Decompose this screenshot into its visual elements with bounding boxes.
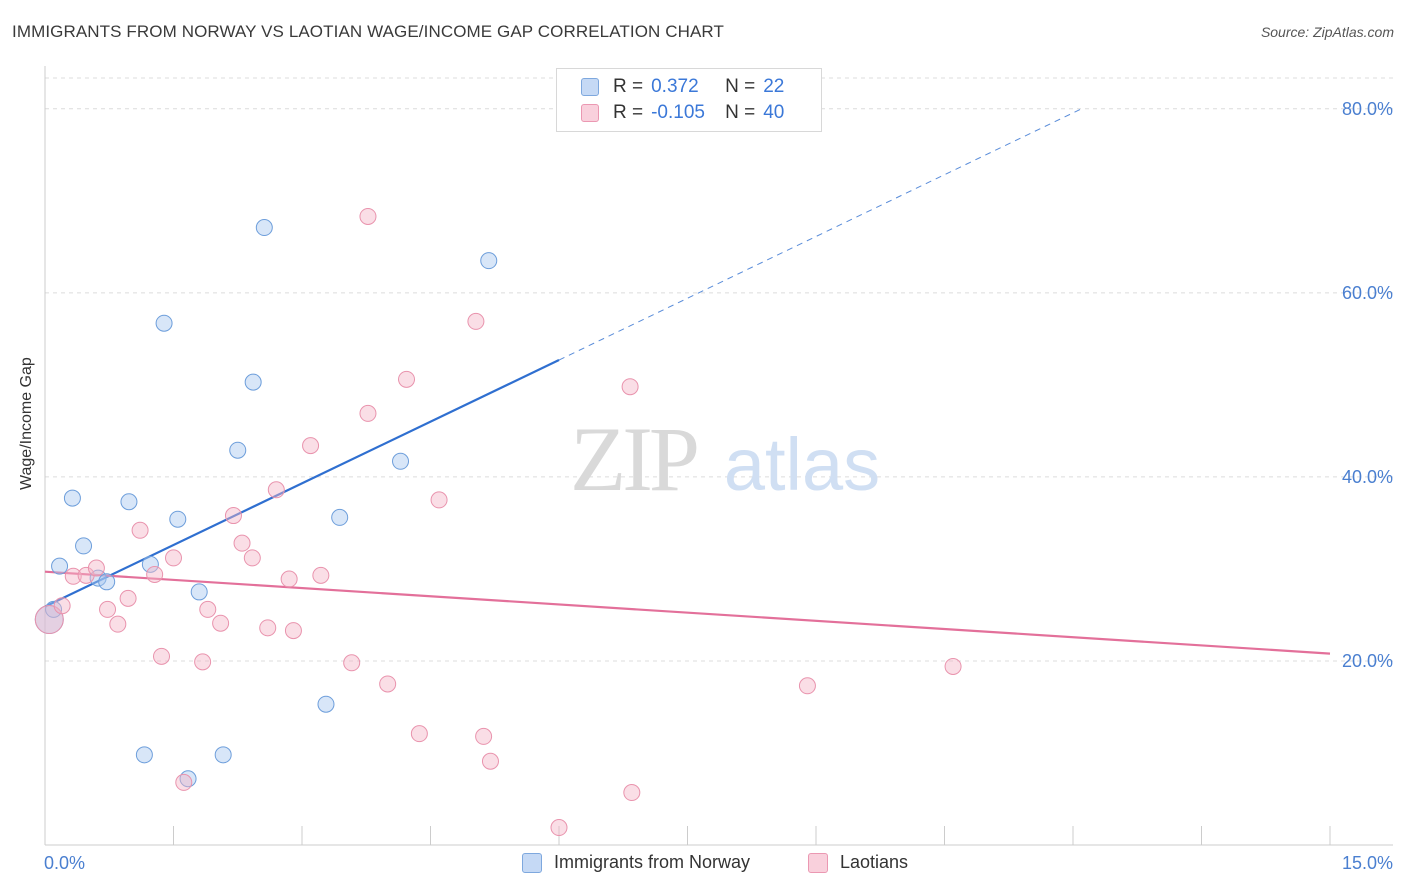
point-laotians	[467, 312, 485, 330]
trend-line-norway	[44, 359, 560, 608]
x-tick-label: 15.0%	[1342, 853, 1393, 873]
point-norway	[214, 746, 232, 764]
y-tick-label: 40.0%	[1342, 467, 1393, 487]
legend-n-label: N =	[725, 76, 756, 97]
legend-item-laotians: Laotians	[808, 852, 908, 873]
trend-line-norway-extension	[558, 108, 1082, 361]
watermark-zip: ZIP	[570, 408, 697, 510]
point-norway	[51, 557, 69, 575]
legend-r-value: 0.372	[651, 76, 699, 97]
legend-label-laotians: Laotians	[840, 852, 909, 872]
axes	[44, 66, 1393, 846]
y-tick-label: 20.0%	[1342, 651, 1393, 671]
point-norway	[155, 314, 173, 332]
point-norway	[75, 537, 93, 555]
point-norway	[63, 489, 81, 507]
point-laotians	[146, 565, 164, 583]
point-laotians	[410, 725, 428, 743]
point-laotians	[343, 654, 361, 672]
point-laotians	[623, 784, 641, 802]
point-norway	[169, 510, 187, 528]
point-laotians	[212, 614, 230, 632]
point-laotians	[284, 622, 302, 640]
legend-r-value: -0.105	[651, 102, 705, 123]
point-norway	[229, 441, 247, 459]
point-laotians	[259, 619, 277, 637]
point-laotians	[53, 597, 71, 615]
point-norway	[190, 583, 208, 601]
point-laotians	[199, 600, 217, 618]
point-laotians	[430, 491, 448, 509]
legend-row-norway: R = 0.372 N = 22	[581, 75, 784, 99]
x-tick-label: 0.0%	[44, 853, 85, 873]
point-laotians	[243, 549, 261, 567]
data-points	[34, 207, 962, 837]
legend-item-norway: Immigrants from Norway	[522, 852, 750, 873]
point-laotians	[944, 657, 962, 675]
point-laotians	[798, 677, 816, 695]
point-laotians	[280, 570, 298, 588]
point-laotians	[312, 566, 330, 584]
point-laotians	[64, 567, 82, 585]
point-norway	[392, 452, 410, 470]
point-laotians	[165, 549, 182, 567]
trend-lines	[44, 108, 1331, 655]
watermark-atlas: atlas	[724, 423, 880, 506]
point-norway	[135, 746, 153, 764]
watermark: ZIP atlas	[570, 408, 880, 510]
point-laotians	[119, 589, 137, 607]
legend-n-value: 40	[763, 102, 785, 123]
point-laotians	[109, 615, 127, 633]
point-laotians	[99, 600, 117, 618]
point-laotians	[233, 534, 251, 552]
point-laotians	[475, 727, 493, 745]
legend-r-label: R =	[613, 102, 644, 123]
point-norway	[120, 493, 138, 511]
point-laotians	[267, 481, 285, 499]
trend-line-laotians	[44, 570, 1331, 655]
legend-swatch-laotians	[581, 104, 599, 122]
point-norway	[141, 555, 159, 573]
point-laotians	[194, 653, 212, 671]
series-legend: Immigrants from Norway Laotians	[0, 852, 1406, 876]
point-laotians	[550, 819, 568, 837]
chart-title: IMMIGRANTS FROM NORWAY VS LAOTIAN WAGE/I…	[12, 22, 724, 41]
tick-labels: 20.0% 40.0% 60.0% 80.0% 0.0% 15.0%	[44, 99, 1393, 873]
point-laotians	[153, 647, 171, 665]
correlation-legend: R = 0.372 N = 22 R = -0.105 N = 40	[556, 68, 822, 132]
point-laotians	[379, 675, 397, 693]
legend-swatch-norway	[581, 78, 599, 96]
y-axis-label: Wage/Income Gap	[18, 357, 35, 490]
point-norway	[317, 695, 335, 713]
point-norway	[255, 219, 273, 237]
point-laotians	[224, 507, 242, 525]
legend-swatch-laotians	[808, 852, 828, 873]
legend-swatch-norway	[522, 852, 542, 873]
point-laotians	[481, 752, 499, 770]
grid	[45, 77, 1393, 662]
point-laotians	[34, 605, 64, 635]
point-laotians	[359, 404, 377, 422]
point-norway	[244, 373, 262, 391]
y-tick-label: 60.0%	[1342, 283, 1393, 303]
point-norway	[480, 252, 498, 270]
point-norway	[98, 573, 116, 591]
point-laotians	[131, 521, 149, 539]
point-laotians	[302, 437, 320, 455]
point-laotians	[87, 559, 105, 577]
point-laotians	[621, 378, 639, 396]
point-laotians	[175, 773, 193, 791]
point-norway	[331, 508, 349, 526]
legend-row-laotians: R = -0.105 N = 40	[581, 101, 784, 125]
legend-n-value: 22	[763, 76, 785, 97]
point-laotians	[398, 370, 416, 388]
legend-n-label: N =	[725, 102, 756, 123]
legend-r-label: R =	[613, 76, 644, 97]
point-laotians	[359, 207, 377, 225]
y-tick-label: 80.0%	[1342, 99, 1393, 119]
legend-label-norway: Immigrants from Norway	[554, 852, 751, 872]
source-label: Source: ZipAtlas.com	[1260, 24, 1394, 40]
